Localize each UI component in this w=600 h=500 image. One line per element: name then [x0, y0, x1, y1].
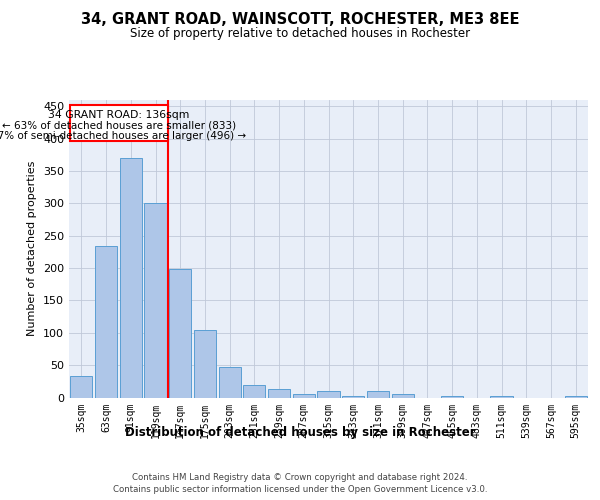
Bar	[218, 367, 241, 398]
Bar	[145, 204, 167, 398]
Bar	[95, 246, 117, 398]
Bar	[268, 389, 290, 398]
Bar	[119, 158, 142, 398]
Bar	[70, 376, 92, 398]
Bar	[342, 396, 364, 398]
Bar	[490, 396, 512, 398]
Bar	[243, 384, 265, 398]
Text: 34, GRANT ROAD, WAINSCOTT, ROCHESTER, ME3 8EE: 34, GRANT ROAD, WAINSCOTT, ROCHESTER, ME…	[81, 12, 519, 28]
Text: Contains public sector information licensed under the Open Government Licence v3: Contains public sector information licen…	[113, 485, 487, 494]
Bar	[367, 391, 389, 398]
Bar	[293, 394, 315, 398]
Y-axis label: Number of detached properties: Number of detached properties	[28, 161, 37, 336]
Bar	[565, 396, 587, 398]
Text: 34 GRANT ROAD: 136sqm: 34 GRANT ROAD: 136sqm	[49, 110, 190, 120]
Bar	[70, 104, 168, 142]
Text: Size of property relative to detached houses in Rochester: Size of property relative to detached ho…	[130, 28, 470, 40]
Text: Distribution of detached houses by size in Rochester: Distribution of detached houses by size …	[125, 426, 475, 439]
Bar	[392, 394, 414, 398]
Bar	[441, 396, 463, 398]
Bar	[317, 391, 340, 398]
Text: 37% of semi-detached houses are larger (496) →: 37% of semi-detached houses are larger (…	[0, 131, 247, 141]
Bar	[169, 270, 191, 398]
Bar	[194, 330, 216, 398]
Text: ← 63% of detached houses are smaller (833): ← 63% of detached houses are smaller (83…	[2, 121, 236, 131]
Text: Contains HM Land Registry data © Crown copyright and database right 2024.: Contains HM Land Registry data © Crown c…	[132, 472, 468, 482]
